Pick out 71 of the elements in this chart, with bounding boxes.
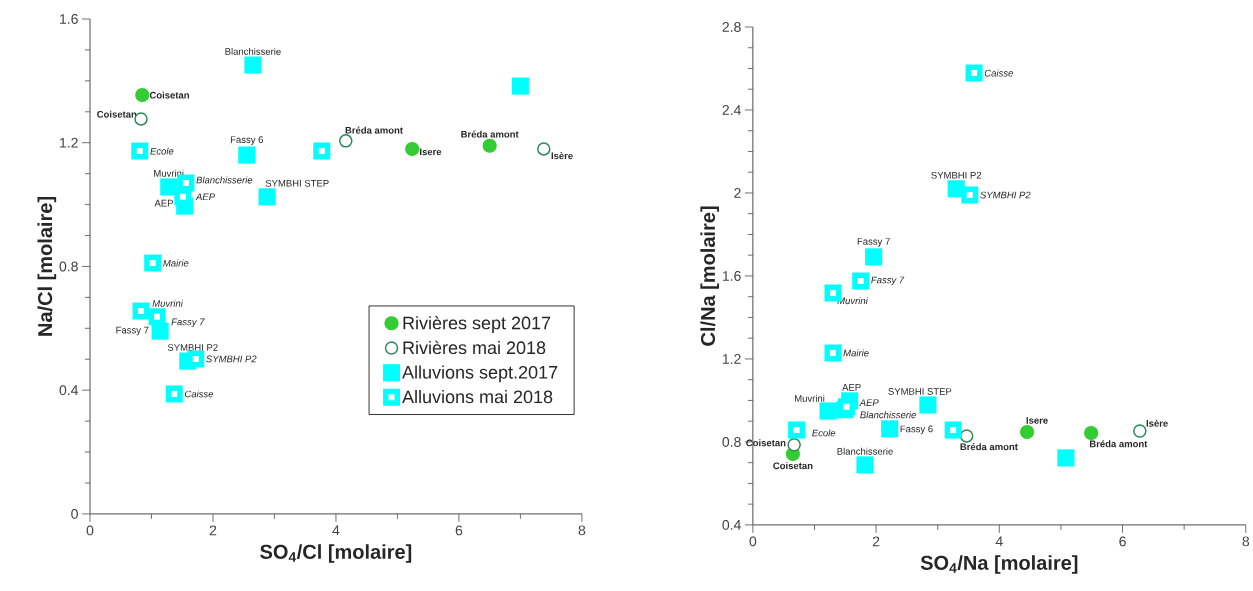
annotation: Coisetan [773,462,813,470]
annotation: Fassy 7 [857,238,890,247]
annotation: Blanchisserie [196,176,253,184]
annotation: Coisetan [149,91,189,99]
x-tick-label: 6 [455,525,463,536]
annotation: AEP [859,399,879,406]
annotation: AEP [195,193,215,201]
annotation: Bréda amont [960,443,1018,451]
annotation: Isère [1146,419,1168,427]
y-tick-label: 1.6 [722,271,741,281]
annotation: Fassy 7 [116,326,149,336]
annotation: Coisetan [746,439,786,447]
annotation: Fassy 7 [171,318,205,328]
x-tick-label: 4 [332,525,340,536]
x-tick-label: 2 [872,536,880,547]
annotation: Muvrini [795,394,825,402]
annotation: Bréda amont [461,130,519,138]
annotation: SYMBHI P2 [167,344,218,351]
annotation: Isere [420,148,442,156]
annotation: Bréda amont [345,126,403,134]
y-tick-label: 0.4 [59,385,79,396]
y-tick-label: 0.8 [59,261,78,272]
y-tick-label: 1.2 [60,137,78,148]
y-axis-title: Cl/Na [molaire] [700,206,720,346]
annotation: Isère [551,152,573,160]
y-tick-label: 2 [734,188,741,198]
y-tick-label: 2.4 [722,105,741,115]
x-tick-label: 2 [209,525,217,536]
annotation: Isere [1026,417,1048,424]
x-tick-label: 8 [578,525,586,536]
annotation: Muvrini [154,169,184,177]
x-tick-label: 0 [86,525,94,536]
x-tick-label: 6 [1119,536,1126,547]
annotation: Fassy 6 [900,425,933,435]
annotation: Blanchisserie [837,447,893,455]
legend-label: Rivières mai 2018 [403,340,546,355]
annotation: Blanchisserie [860,411,917,419]
annotation: Ecole [150,147,174,155]
y-tick-label: 2.8 [722,22,741,32]
x-tick-label: 4 [995,536,1003,547]
annotation: SYMBHI STEP [888,388,952,395]
y-tick-label: 1.2 [722,354,741,364]
x-axis-title: SO$_{4}$/Na [molaire] [920,555,1078,574]
y-tick-label: 0.8 [722,437,741,447]
legend-label: Alluvions sept.2017 [402,365,558,383]
annotation: Mairie [163,259,189,267]
x-tick-label: 8 [1242,536,1250,547]
annotation: Fassy 6 [230,136,263,145]
y-tick-label: 1.6 [60,14,78,24]
annotation: SYMBHI STEP [265,179,329,187]
annotation: AEP [154,199,173,207]
annotation: Ecole [812,429,836,437]
annotation: Bréda amont [1089,440,1148,448]
x-tick-label: 0 [749,536,757,547]
annotation: Mairie [843,349,869,357]
annotation: AEP [842,384,861,391]
x-axis-title: SO$_{4}$/Cl [molaire] [260,544,412,563]
annotation: Caisse [184,390,214,398]
annotation: Blanchisserie [225,47,281,55]
annotation: SYMBHI P2 [980,191,1031,199]
annotation: Fassy 7 [871,276,905,286]
annotation: Coisetan [97,110,137,118]
y-tick-label: 0 [71,508,78,519]
annotation: SYMBHI P2 [931,171,982,179]
annotation: Muvrini [152,299,184,307]
annotation: SYMBHI P2 [206,355,257,363]
y-tick-label: 0.4 [722,519,741,530]
y-axis-title: Na/Cl [molaire] [37,197,57,336]
annotation: Caisse [984,69,1013,77]
legend-label: Alluvions mai 2018 [402,390,553,404]
legend-label: Rivières sept 2017 [403,315,551,333]
